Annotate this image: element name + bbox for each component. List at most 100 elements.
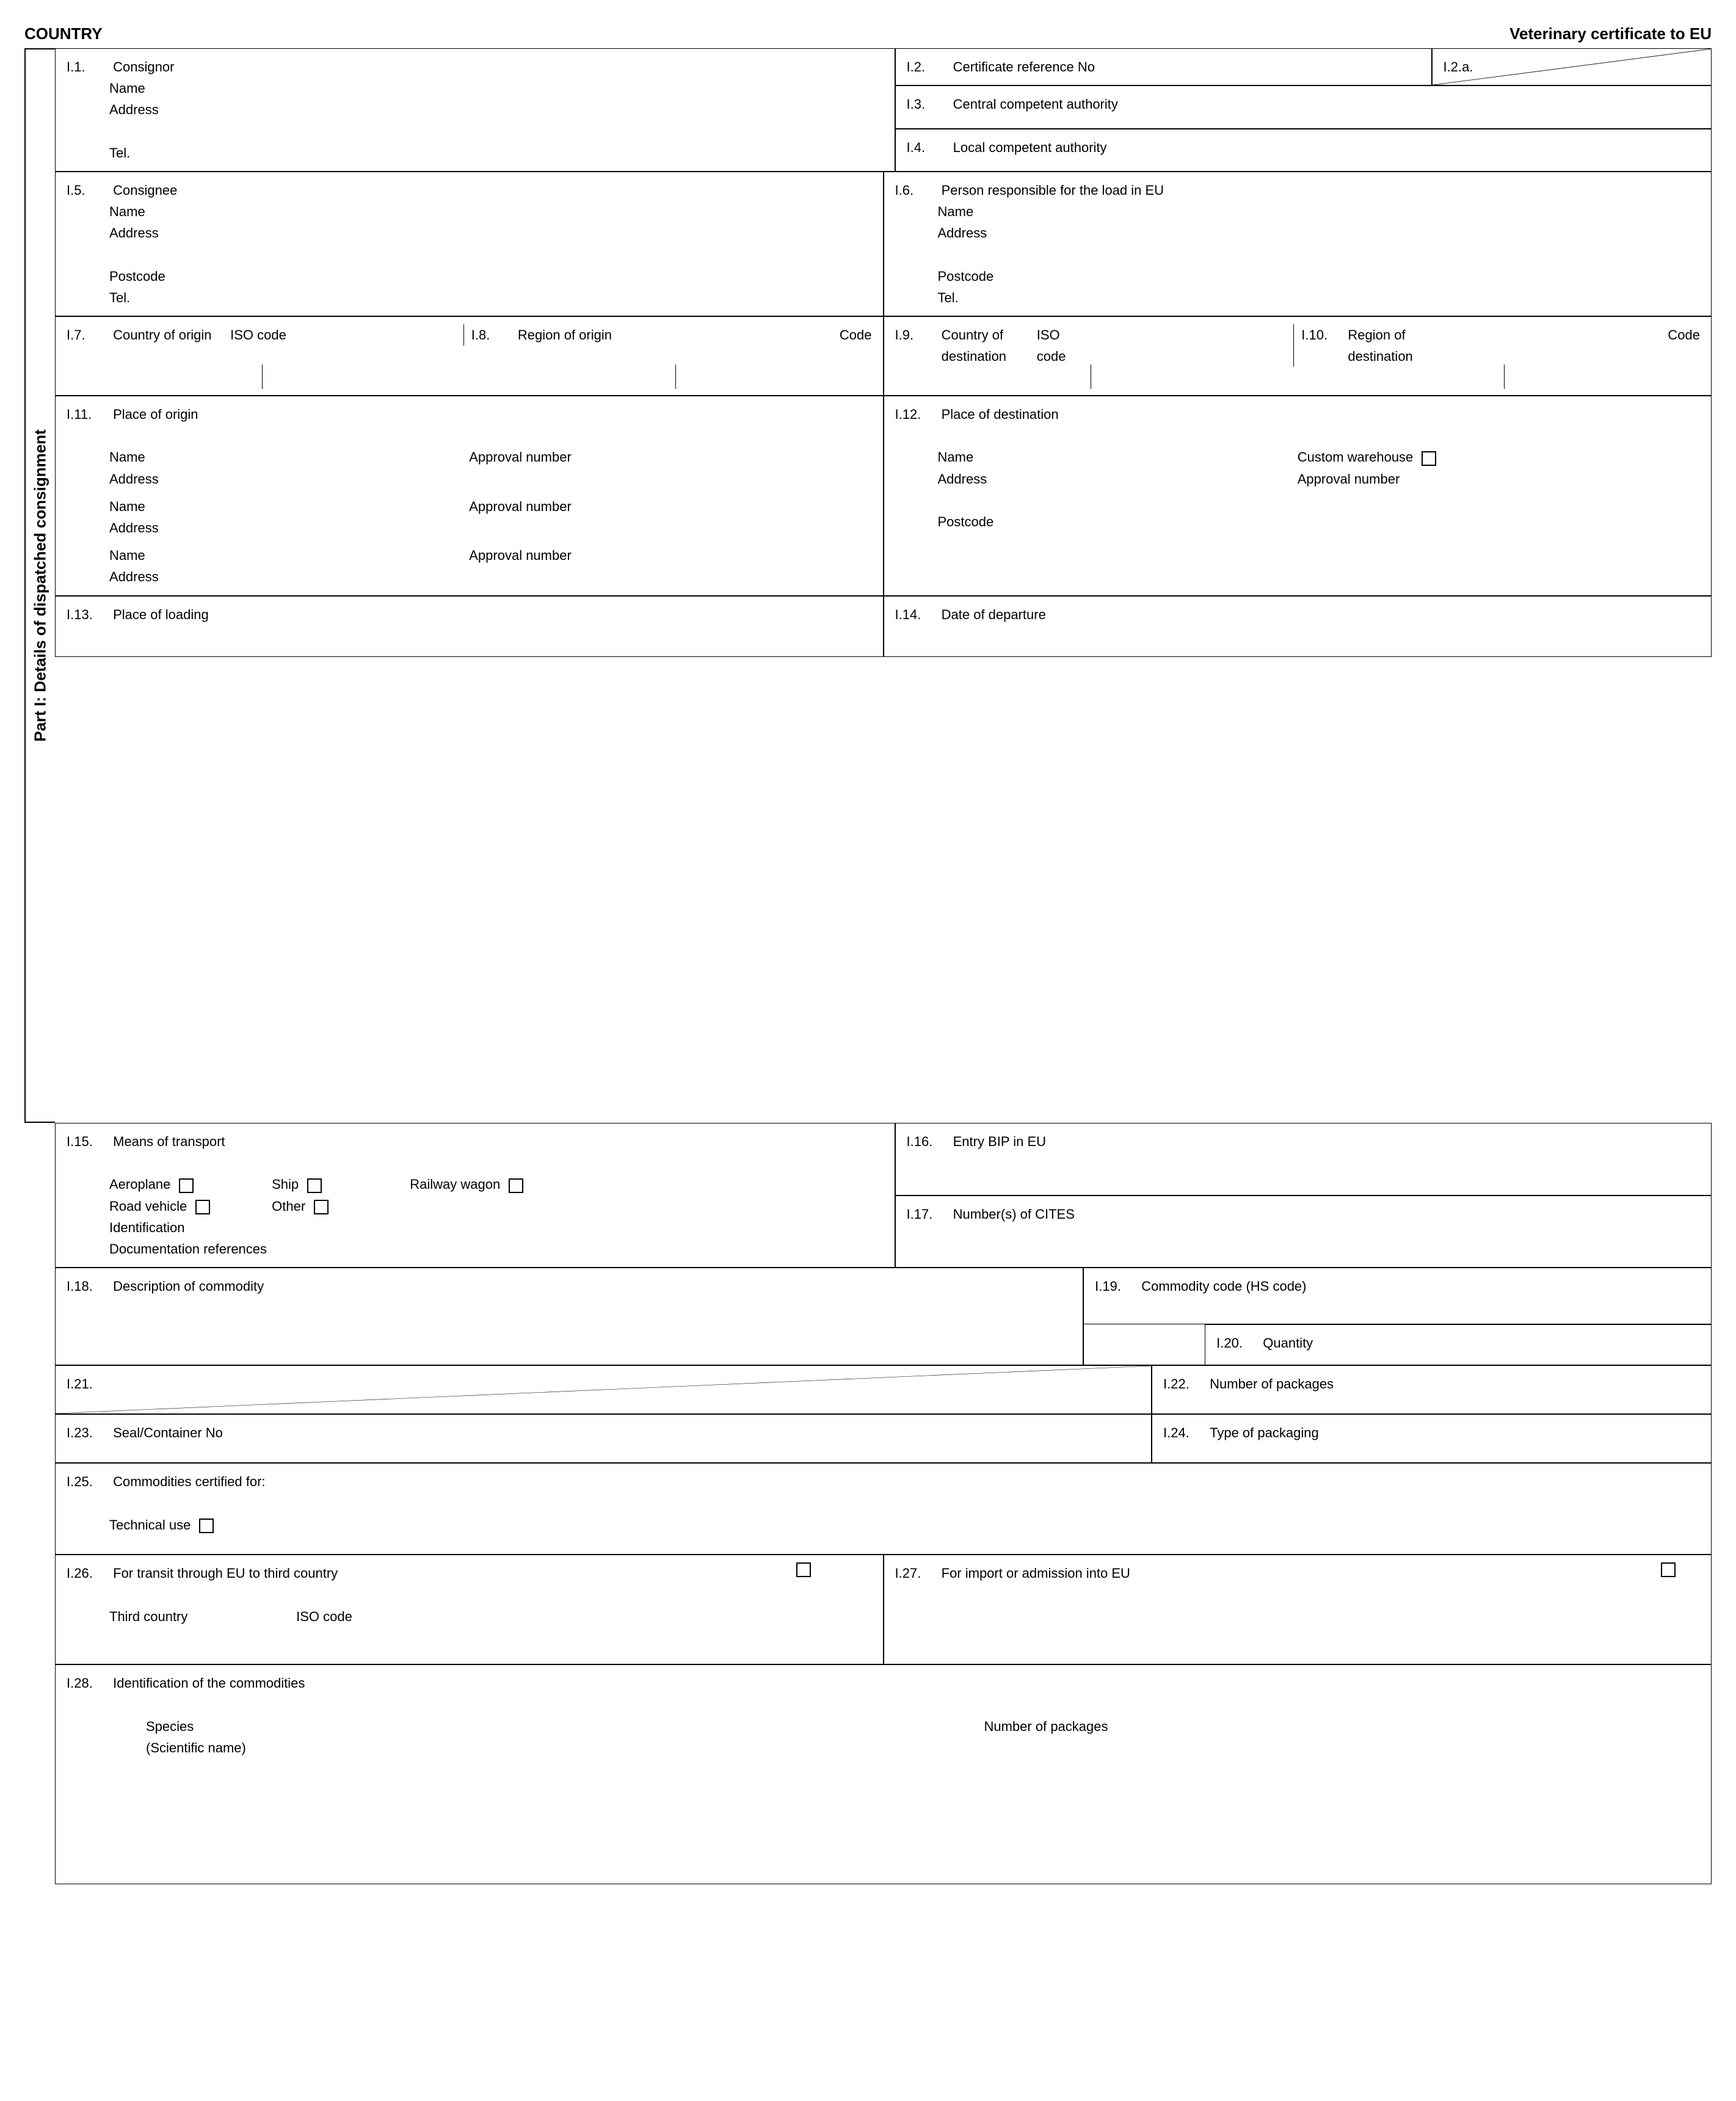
box-i16: I.16. Entry BIP in EU: [895, 1123, 1712, 1196]
i20-title: Quantity: [1263, 1332, 1313, 1354]
i20-num: I.20.: [1216, 1332, 1259, 1354]
i18-num: I.18.: [67, 1275, 109, 1297]
i26-title: For transit through EU to third country: [113, 1562, 338, 1584]
box-i1: I.1. Consignor Name Address Tel.: [55, 48, 895, 172]
i11-title: Place of origin: [113, 404, 198, 425]
box-i9-i10: I.9. Country of destination ISO code I.1…: [884, 316, 1712, 396]
i23-title: Seal/Container No: [113, 1422, 223, 1443]
part-sidebar: Part I: Details of dispatched consignmen…: [24, 48, 55, 1123]
box-i19: I.19. Commodity code (HS code): [1083, 1268, 1712, 1324]
checkbox-ship[interactable]: [307, 1178, 322, 1193]
checkbox-transit[interactable]: [796, 1562, 811, 1577]
i12-num: I.12.: [895, 404, 938, 425]
i3-num: I.3.: [907, 93, 950, 115]
i6-title: Person responsible for the load in EU: [942, 180, 1164, 201]
i11-appr3: Approval number: [469, 548, 572, 563]
checkbox-railway[interactable]: [509, 1178, 523, 1193]
box-i15: I.15. Means of transport Aeroplane Ship …: [55, 1123, 895, 1268]
i6-num: I.6.: [895, 180, 938, 201]
i28-sci: (Scientific name): [146, 1740, 246, 1755]
box-i25: I.25. Commodities certified for: Technic…: [55, 1463, 1712, 1555]
i24-title: Type of packaging: [1210, 1422, 1319, 1443]
box-i24: I.24. Type of packaging: [1152, 1414, 1712, 1463]
box-i14: I.14. Date of departure: [884, 596, 1712, 657]
i11-addr1: Address: [109, 471, 159, 487]
i23-num: I.23.: [67, 1422, 109, 1443]
i17-num: I.17.: [907, 1203, 950, 1225]
box-i20: I.20. Quantity: [1205, 1324, 1712, 1365]
i3-title: Central competent authority: [953, 93, 1118, 115]
i28-pkgs: Number of packages: [984, 1719, 1108, 1734]
i9-iso: ISO code: [1037, 324, 1073, 367]
checkbox-technical-use[interactable]: [199, 1519, 214, 1533]
i24-num: I.24.: [1163, 1422, 1206, 1443]
i22-num: I.22.: [1163, 1373, 1206, 1395]
box-i7-i8: I.7. Country of origin ISO code I.8. Reg…: [55, 316, 884, 396]
i14-num: I.14.: [895, 604, 938, 625]
i13-title: Place of loading: [113, 604, 209, 625]
i10-title: Region of destination: [1348, 324, 1439, 367]
box-i4: I.4. Local competent authority: [895, 129, 1712, 172]
i1-title: Consignor: [113, 56, 174, 78]
i6-tel: Tel.: [938, 290, 959, 305]
i15-ident: Identification: [109, 1220, 185, 1235]
i22-title: Number of packages: [1210, 1373, 1334, 1395]
box-i3: I.3. Central competent authority: [895, 85, 1712, 128]
checkbox-other[interactable]: [314, 1200, 329, 1214]
i15-docs: Documentation references: [109, 1241, 267, 1257]
i8-code: Code: [840, 324, 872, 346]
i28-num: I.28.: [67, 1672, 109, 1694]
i13-num: I.13.: [67, 604, 109, 625]
i2-title: Certificate reference No: [953, 56, 1095, 78]
i7-num: I.7.: [67, 324, 109, 346]
box-i5: I.5. Consignee Name Address Postcode Tel…: [55, 172, 884, 316]
header-left: COUNTRY: [24, 24, 103, 43]
i27-num: I.27.: [895, 1562, 938, 1584]
box-i17: I.17. Number(s) of CITES: [895, 1196, 1712, 1268]
checkbox-custom-warehouse[interactable]: [1422, 451, 1436, 466]
i9-title: Country of destination: [942, 324, 1033, 367]
i12-postcode: Postcode: [938, 514, 994, 529]
i1-name: Name: [109, 81, 145, 96]
i19-title: Commodity code (HS code): [1141, 1275, 1306, 1297]
checkbox-aeroplane[interactable]: [179, 1178, 194, 1193]
i5-num: I.5.: [67, 180, 109, 201]
i16-num: I.16.: [907, 1131, 950, 1152]
i12-approval: Approval number: [1298, 471, 1400, 487]
i11-addr3: Address: [109, 569, 159, 584]
i15-title: Means of transport: [113, 1131, 225, 1152]
i5-title: Consignee: [113, 180, 177, 201]
i25-tech: Technical use: [109, 1517, 191, 1533]
i14-title: Date of departure: [942, 604, 1046, 625]
checkbox-import[interactable]: [1661, 1562, 1676, 1577]
i5-tel: Tel.: [109, 290, 130, 305]
i15-num: I.15.: [67, 1131, 109, 1152]
box-i13: I.13. Place of loading: [55, 596, 884, 657]
i10-num: I.10.: [1301, 324, 1344, 346]
checkbox-road[interactable]: [195, 1200, 210, 1214]
i9-num: I.9.: [895, 324, 938, 346]
i28-species: Species: [146, 1719, 194, 1734]
i17-title: Number(s) of CITES: [953, 1203, 1075, 1225]
i25-title: Commodities certified for:: [113, 1471, 265, 1492]
i6-name: Name: [938, 204, 974, 219]
box-i11: I.11. Place of origin Name Address Appro…: [55, 396, 884, 596]
i11-num: I.11.: [67, 404, 109, 425]
i11-name2: Name: [109, 499, 145, 514]
i8-title: Region of origin: [518, 327, 612, 343]
header-right: Veterinary certificate to EU: [1509, 24, 1712, 43]
i15-railway: Railway wagon: [410, 1177, 500, 1192]
box-i23: I.23. Seal/Container No: [55, 1414, 1152, 1463]
i12-addr: Address: [938, 471, 987, 487]
i15-aeroplane: Aeroplane: [109, 1177, 170, 1192]
box-i28: I.28. Identification of the commodities …: [55, 1664, 1712, 1884]
i1-tel: Tel.: [109, 145, 130, 161]
sidebar-label: Part I: Details of dispatched consignmen…: [31, 429, 50, 741]
i11-appr2: Approval number: [469, 499, 572, 514]
i26-iso: ISO code: [296, 1609, 352, 1624]
i7-iso: ISO code: [230, 327, 286, 343]
i12-custom: Custom warehouse: [1298, 449, 1414, 465]
i4-num: I.4.: [907, 137, 950, 158]
box-i26: I.26. For transit through EU to third co…: [55, 1555, 884, 1664]
i12-title: Place of destination: [942, 404, 1059, 425]
